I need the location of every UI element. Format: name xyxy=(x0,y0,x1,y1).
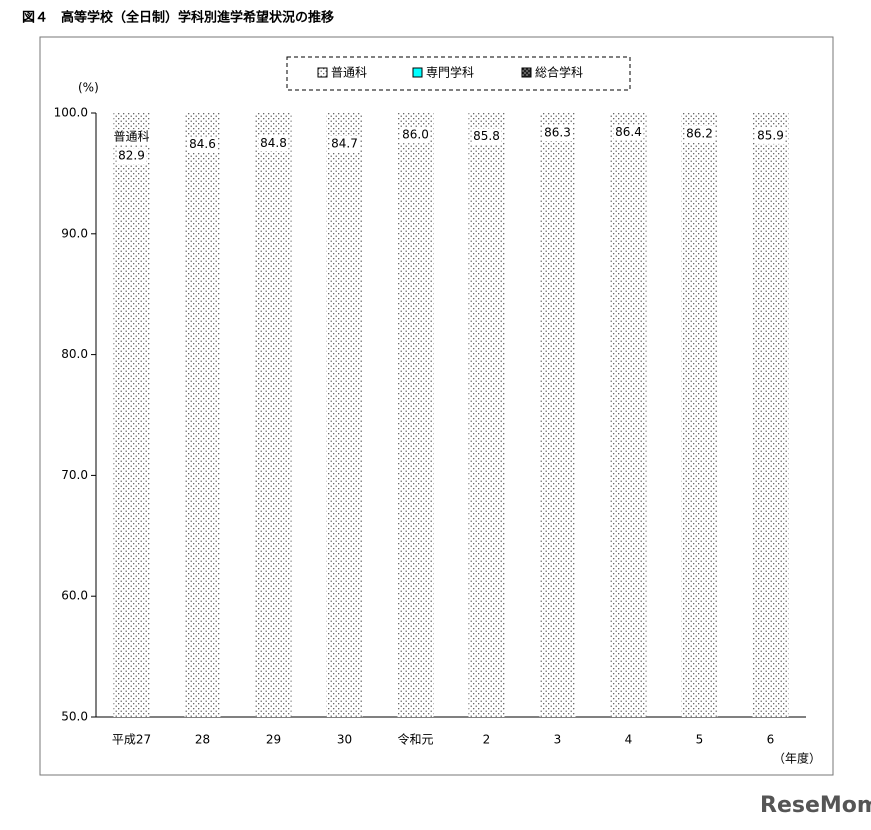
x-tick-label: 5 xyxy=(696,733,704,747)
legend-label: 専門学科 xyxy=(426,65,474,80)
chart-title: 図４ 高等学校（全日制）学科別進学希望状況の推移 xyxy=(22,10,334,26)
value-label-bg xyxy=(116,148,147,165)
value-label-bg xyxy=(400,127,431,144)
bar-segment xyxy=(113,113,150,717)
x-tick-label: 4 xyxy=(625,733,633,747)
value-label-bg xyxy=(471,128,502,145)
bar-segment xyxy=(610,113,647,717)
value-label: 86.3 xyxy=(544,126,571,140)
value-label: 84.6 xyxy=(189,137,216,151)
bar-segment xyxy=(752,113,789,717)
y-tick-label: 100.0 xyxy=(54,106,88,120)
x-axis-label: （年度） xyxy=(773,751,821,766)
value-label: 86.4 xyxy=(615,125,642,139)
legend: 普通科 専門学科 総合学科 xyxy=(286,56,631,91)
series-annotation: 普通科 xyxy=(113,130,149,144)
y-axis-label: (%) xyxy=(78,81,99,95)
value-label: 82.9 xyxy=(118,149,145,163)
y-tick-label: 70.0 xyxy=(61,468,88,482)
x-tick-label: 29 xyxy=(266,733,281,747)
value-label-bg xyxy=(258,135,289,152)
y-tick-label: 50.0 xyxy=(61,710,88,724)
bar-segment xyxy=(326,113,363,717)
value-label-bg xyxy=(542,125,573,142)
value-label-bg xyxy=(684,125,715,142)
x-tick-label: 30 xyxy=(337,733,352,747)
value-label-bg xyxy=(187,136,218,153)
value-label: 84.7 xyxy=(331,137,358,151)
x-tick-label: 3 xyxy=(554,733,562,747)
legend-swatch xyxy=(412,67,423,78)
x-tick-label: 6 xyxy=(767,733,775,747)
x-tick-label: 2 xyxy=(483,733,491,747)
value-label-bg xyxy=(329,136,360,153)
value-label: 86.2 xyxy=(686,126,713,140)
series-annotation-bg xyxy=(105,129,158,146)
legend-swatch xyxy=(521,67,532,78)
bar-segment xyxy=(184,113,221,717)
bar-segment xyxy=(468,113,505,717)
value-label-bg xyxy=(613,124,644,141)
x-tick-label: 平成27 xyxy=(112,733,151,747)
value-label: 85.9 xyxy=(757,128,784,142)
x-tick-label: 28 xyxy=(195,733,210,747)
bar-segment xyxy=(255,113,292,717)
watermark: ReseMom xyxy=(760,793,871,818)
legend-label: 普通科 xyxy=(331,66,367,80)
y-tick-label: 90.0 xyxy=(61,226,88,240)
y-tick-label: 60.0 xyxy=(61,589,88,603)
x-tick-label: 令和元 xyxy=(397,732,433,747)
chart-frame xyxy=(39,36,834,776)
y-tick-label: 80.0 xyxy=(61,347,88,361)
value-label-bg xyxy=(755,127,786,144)
value-label: 85.8 xyxy=(473,129,500,143)
bar-segment xyxy=(539,113,576,717)
legend-frame xyxy=(286,56,631,91)
value-label: 86.0 xyxy=(402,128,429,142)
value-label: 84.8 xyxy=(260,136,287,150)
legend-swatch xyxy=(317,67,328,78)
bar-segment xyxy=(681,113,718,717)
bar-segment xyxy=(397,113,434,717)
legend-label: 総合学科 xyxy=(535,65,583,80)
